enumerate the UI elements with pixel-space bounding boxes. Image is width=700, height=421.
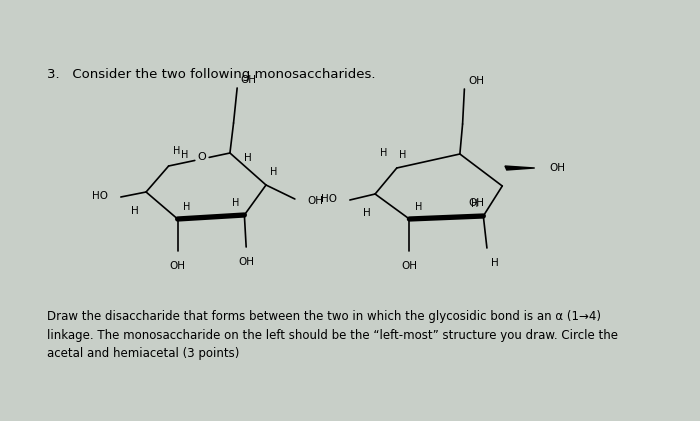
Text: H: H [244,153,252,163]
Text: OH: OH [307,196,323,206]
Text: OH: OH [468,198,484,208]
Text: H: H [183,202,190,212]
Text: OH: OH [241,75,257,85]
Text: O: O [197,152,206,163]
Text: H: H [400,150,407,160]
Text: OH: OH [401,261,417,271]
Text: OH: OH [549,163,565,173]
Text: 3.   Consider the two following monosaccharides.: 3. Consider the two following monosaccha… [47,68,375,81]
Text: H: H [270,167,277,177]
Text: H: H [491,258,498,268]
Text: Draw the disaccharide that forms between the two in which the glycosidic bond is: Draw the disaccharide that forms between… [47,310,618,360]
Text: OH: OH [169,261,186,271]
Text: HO: HO [321,194,337,204]
Text: H: H [470,199,478,209]
Polygon shape [505,166,535,170]
Text: H: H [181,150,188,160]
Text: H: H [232,198,239,208]
Text: H: H [380,148,388,158]
Text: H: H [173,146,181,156]
Text: H: H [131,206,139,216]
Text: HO: HO [92,191,108,201]
Text: OH: OH [238,257,254,267]
Text: OH: OH [468,76,484,86]
Text: H: H [414,202,422,212]
Text: H: H [363,208,370,218]
